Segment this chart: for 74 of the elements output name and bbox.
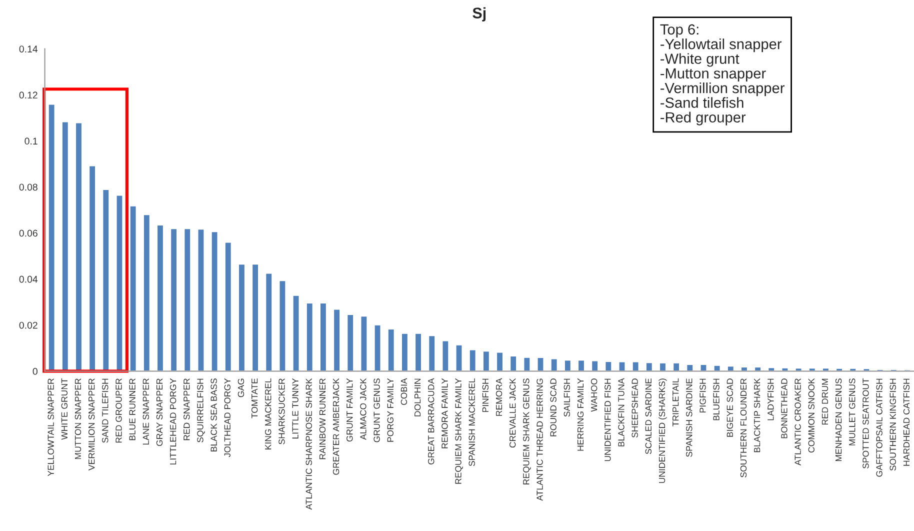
chart-title: Sj bbox=[472, 7, 486, 22]
x-tick-label: YELLOWTAIL SNAPPER bbox=[48, 378, 54, 476]
x-tick-label: REQUIEM SHARK GENUS bbox=[523, 378, 531, 484]
x-tick-label: TOMTATE bbox=[251, 378, 258, 418]
x-tick-label: TRIPLETAIL bbox=[672, 378, 679, 426]
x-tick-label: COBIA bbox=[400, 378, 408, 405]
y-tick-label: 0.02 bbox=[19, 322, 38, 329]
x-tick-label: SPOTTED SEATROUT bbox=[862, 378, 869, 468]
x-tick-label: RED GROUPER bbox=[116, 378, 122, 443]
x-tick-label: SCALED SARDINE bbox=[645, 378, 652, 454]
x-tick-label: PINFISH bbox=[482, 378, 489, 412]
x-tick-label: GRAY SNAPPER bbox=[156, 378, 163, 446]
y-tick-label: 0.12 bbox=[19, 92, 38, 99]
x-tick-label: ROUND SCAD bbox=[550, 378, 556, 436]
x-tick-label: MULLET GENUS bbox=[849, 378, 856, 446]
x-tick-label: SPANISH MACKEREL bbox=[468, 378, 475, 466]
x-tick-label: BLACKFIN TUNA bbox=[618, 378, 624, 446]
x-tick-label: BLUEFISH bbox=[713, 378, 720, 420]
x-tick-label: REMORA bbox=[496, 378, 502, 416]
x-tick-label: PORGY FAMILY bbox=[387, 378, 394, 442]
x-tick-label: GAFFTOPSAIL CATFISH bbox=[876, 378, 882, 477]
y-tick-label: 0 bbox=[32, 368, 38, 375]
x-tick-label: ATLANTIC SHARPNOSE SHARK bbox=[306, 378, 312, 510]
x-tick-label: RAINBOW RUNNER bbox=[319, 378, 326, 460]
x-tick-label: BLACKTIP SHARK bbox=[754, 378, 760, 452]
x-tick-label: UNIDENTIFIED FISH bbox=[604, 378, 611, 462]
x-tick-label: BLACK SEA BASS bbox=[210, 378, 217, 452]
x-tick-label: CREVALLE JACK bbox=[510, 378, 516, 448]
x-tick-label: HERRING FAMILY bbox=[577, 378, 584, 451]
x-tick-label: JOLTHEAD PORGY bbox=[224, 378, 230, 458]
x-tick-label: PIGFISH bbox=[700, 378, 706, 412]
y-tick-label: 0.14 bbox=[19, 46, 38, 52]
x-tick-label: COMMON SNOOK bbox=[808, 378, 814, 453]
x-tick-label: DOLPHIN bbox=[414, 378, 421, 416]
x-tick-label: RED SNAPPER bbox=[184, 378, 190, 440]
x-tick-label: VERMILION SNAPPER bbox=[88, 378, 95, 470]
x-tick-label: SHEEPSHEAD bbox=[632, 378, 638, 438]
x-tick-label: GRUNT GENUS bbox=[374, 378, 380, 442]
x-tick-label: LADYFISH bbox=[768, 378, 774, 420]
x-tick-label: SOUTHERN KINGFISH bbox=[890, 378, 896, 471]
x-tick-label: SHARKSUCKER bbox=[278, 378, 285, 444]
x-tick-label: SPANISH SARDINE bbox=[686, 378, 692, 457]
x-tick-label: GREAT BARRACUDA bbox=[428, 378, 434, 464]
x-tick-label: KING MACKEREL bbox=[265, 378, 272, 450]
x-tick-label: GRUNT FAMILY bbox=[346, 378, 353, 442]
y-tick-label: 0.06 bbox=[19, 230, 38, 237]
x-tick-label: BIGEYE SCAD bbox=[726, 378, 733, 437]
x-tick-label: MUTTON SNAPPER bbox=[74, 378, 82, 459]
x-tick-label: LANE SNAPPER bbox=[142, 378, 149, 445]
x-tick-label: HARDHEAD CATFISH bbox=[903, 378, 910, 466]
x-tick-label: UNIDENTIFIED (SHARKS) bbox=[658, 378, 667, 483]
x-tick-label: WHITE GRUNT bbox=[61, 378, 68, 440]
x-tick-label: WAHOO bbox=[590, 378, 598, 412]
x-tick-label: SAND TILEFISH bbox=[102, 378, 108, 443]
x-tick-label: GREATER AMBERJACK bbox=[332, 378, 340, 475]
x-tick-label: GAG bbox=[238, 378, 244, 398]
x-tick-label: ATLANTIC CROAKER bbox=[794, 378, 801, 466]
x-tick-label: MENHADEN GENUS bbox=[835, 378, 842, 462]
annotation: Top 6: -Yellowtail snapper -White grunt -Mutton snapper -Vermillion snapper -Sand tilefish -Red grouper bbox=[660, 24, 784, 126]
x-tick-label: LITTLEHEAD PORGY bbox=[170, 378, 176, 464]
x-tick-label: SOUTHERN FLOUNDER bbox=[740, 378, 747, 478]
x-tick-label: BONNETHEAD bbox=[781, 378, 788, 438]
x-tick-label: REMORA FAMILY bbox=[442, 378, 448, 448]
x-tick-label: RED DRUM bbox=[822, 378, 828, 425]
x-tick-label: REQUIEM SHARK FAMILY bbox=[455, 378, 463, 484]
y-tick-label: 0.1 bbox=[24, 138, 38, 145]
x-tick-label: LITTLE TUNNY bbox=[292, 378, 298, 438]
x-tick-label: SQUIRRELFISH bbox=[197, 378, 205, 442]
x-tick-label: ATLANTIC THREAD HERRING bbox=[536, 378, 543, 501]
x-tick-label: ALMACO JACK bbox=[360, 378, 366, 440]
x-tick-label: SAILFISH bbox=[564, 378, 570, 417]
x-tick-label: BLUE RUNNER bbox=[129, 378, 136, 440]
y-tick-label: 0.04 bbox=[19, 276, 38, 283]
y-tick-label: 0.08 bbox=[19, 184, 38, 191]
